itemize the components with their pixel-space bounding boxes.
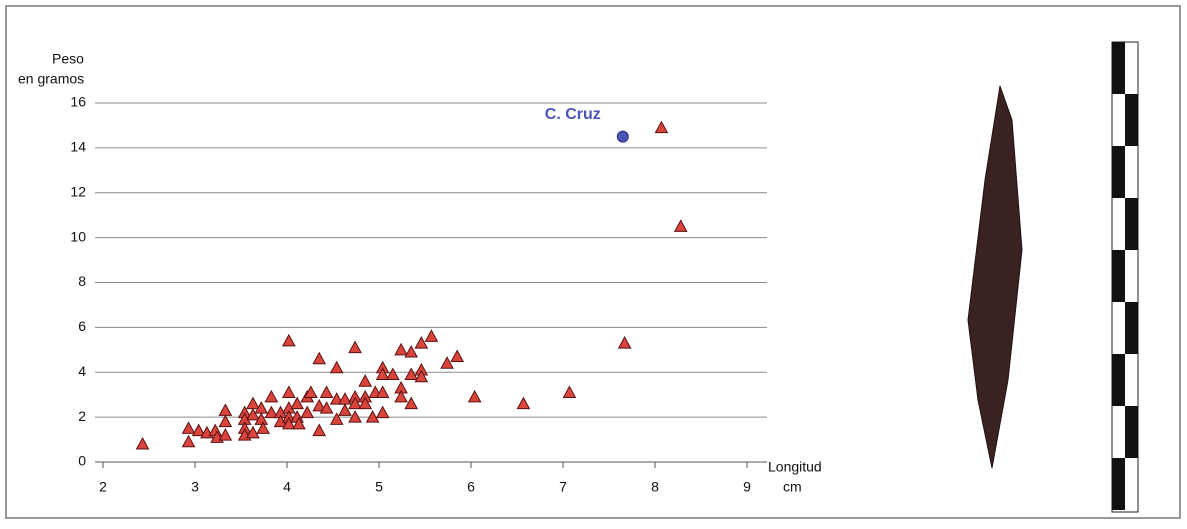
point xyxy=(394,342,408,356)
point xyxy=(654,120,669,134)
point xyxy=(292,416,306,430)
point xyxy=(562,385,577,398)
point xyxy=(304,385,318,398)
point xyxy=(404,367,419,380)
point xyxy=(404,345,419,358)
scale-square xyxy=(1112,458,1125,510)
point xyxy=(312,423,327,437)
scale-square xyxy=(1112,354,1125,406)
x-tick-label: 6 xyxy=(467,479,475,495)
point xyxy=(281,333,296,347)
scale-square xyxy=(1112,42,1125,94)
x-axis-label: Longitud xyxy=(768,459,822,475)
point xyxy=(254,412,269,425)
point xyxy=(365,410,380,423)
point xyxy=(246,425,260,439)
point xyxy=(300,405,315,419)
point xyxy=(329,412,344,425)
scale-square xyxy=(1125,406,1138,458)
point xyxy=(218,428,233,441)
y-axis-label: Peso xyxy=(52,51,84,67)
point xyxy=(358,396,373,410)
x-tick-label: 2 xyxy=(99,479,107,495)
y-tick-label: 2 xyxy=(78,408,86,424)
point xyxy=(348,340,362,354)
point xyxy=(440,356,454,369)
point xyxy=(385,367,400,380)
point-label: C. Cruz xyxy=(545,106,601,123)
y-tick-label: 0 xyxy=(78,453,86,469)
point xyxy=(450,349,465,363)
x-tick-label: 3 xyxy=(191,479,199,495)
point xyxy=(191,423,206,437)
point xyxy=(467,389,482,403)
scale-square xyxy=(1125,302,1138,354)
x-tick-label: 7 xyxy=(559,479,567,495)
y-tick-label: 4 xyxy=(78,363,86,379)
point xyxy=(394,389,408,403)
point xyxy=(414,336,429,349)
scale-square xyxy=(1112,250,1125,302)
point xyxy=(312,351,327,365)
point xyxy=(348,396,362,410)
artifact-photo xyxy=(967,85,1023,469)
point xyxy=(375,367,390,380)
point xyxy=(375,405,390,419)
y-tick-label: 6 xyxy=(78,318,86,334)
x-tick-label: 9 xyxy=(743,479,751,495)
point xyxy=(329,392,344,405)
x-tick-label: 5 xyxy=(375,479,383,495)
point xyxy=(404,396,419,410)
point xyxy=(673,219,688,232)
x-axis-label: cm xyxy=(783,479,802,495)
y-tick-label: 12 xyxy=(70,183,86,199)
point xyxy=(264,389,279,403)
point xyxy=(246,407,260,421)
point xyxy=(135,437,150,450)
y-axis-label: en gramos xyxy=(18,71,84,87)
point xyxy=(358,374,373,387)
y-tick-label: 14 xyxy=(70,139,86,155)
point xyxy=(281,385,296,398)
point xyxy=(329,360,344,374)
point xyxy=(256,421,270,434)
scale-pattern xyxy=(1112,42,1138,510)
point xyxy=(616,130,629,143)
point xyxy=(181,421,196,434)
point xyxy=(338,403,352,416)
point xyxy=(375,385,390,398)
point xyxy=(617,336,632,349)
point xyxy=(281,416,296,430)
scale-square xyxy=(1112,146,1125,198)
scale-square xyxy=(1125,94,1138,146)
x-tick-label: 4 xyxy=(283,479,291,495)
x-tick-label: 8 xyxy=(651,479,659,495)
point xyxy=(218,414,233,428)
point xyxy=(319,385,334,398)
point xyxy=(290,396,304,410)
y-tick-label: 8 xyxy=(78,273,86,289)
scale-square xyxy=(1125,198,1138,250)
point xyxy=(424,329,439,342)
point xyxy=(312,398,327,412)
point xyxy=(516,396,531,410)
point xyxy=(264,405,279,419)
y-tick-label: 16 xyxy=(70,94,86,110)
point xyxy=(348,410,362,423)
point xyxy=(414,369,429,383)
point xyxy=(181,434,196,448)
point xyxy=(319,401,334,414)
y-tick-label: 10 xyxy=(70,228,86,244)
